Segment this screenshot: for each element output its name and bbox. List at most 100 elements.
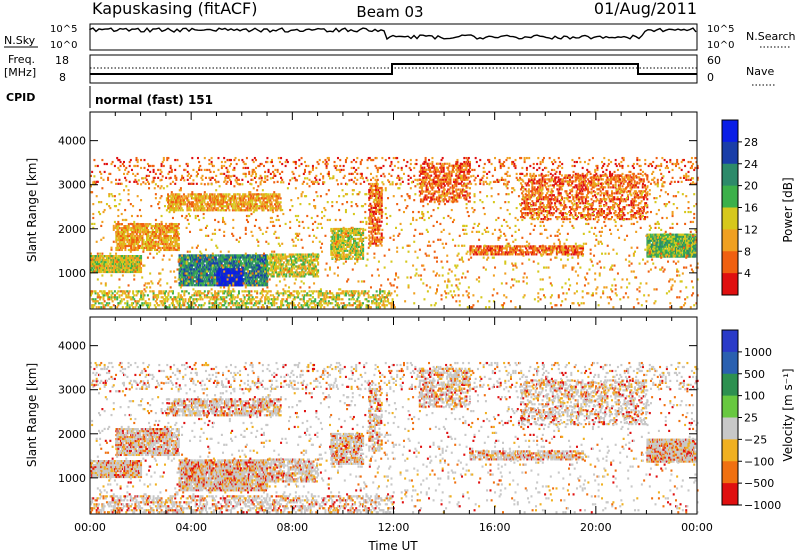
data-cell xyxy=(376,226,379,229)
data-cell xyxy=(592,210,595,213)
data-cell xyxy=(112,262,115,266)
data-cell xyxy=(588,182,591,185)
data-cell xyxy=(373,232,376,235)
nsearch-tick-top: 10^5 xyxy=(707,24,734,35)
data-cell xyxy=(143,227,146,230)
data-cell xyxy=(165,238,168,242)
data-cell xyxy=(147,232,150,236)
data-cell xyxy=(337,233,340,237)
data-cell xyxy=(607,184,610,187)
data-cell xyxy=(219,209,222,212)
data-cell xyxy=(423,166,426,169)
data-cell xyxy=(556,188,559,191)
data-cell xyxy=(531,253,534,256)
data-cell xyxy=(588,217,591,221)
data-cell xyxy=(261,274,264,277)
data-cell xyxy=(547,253,550,256)
data-cell xyxy=(373,236,376,239)
data-cell xyxy=(227,203,230,206)
data-cell xyxy=(224,278,227,281)
data-cell xyxy=(164,248,167,252)
data-cell xyxy=(315,253,318,256)
data-cell xyxy=(271,255,274,258)
data-cell xyxy=(141,240,144,244)
data-cell xyxy=(214,199,217,202)
data-cell xyxy=(331,251,334,254)
data-cell xyxy=(136,262,139,266)
data-cell xyxy=(538,216,541,219)
data-cell xyxy=(338,249,341,252)
data-cell xyxy=(266,264,269,267)
data-cell xyxy=(351,227,354,231)
data-cell xyxy=(566,217,569,221)
data-cell xyxy=(372,210,375,213)
data-cell xyxy=(235,266,238,269)
data-cell xyxy=(217,276,220,279)
data-cell xyxy=(247,272,250,275)
data-cell xyxy=(289,273,292,276)
data-cell xyxy=(248,209,251,212)
data-cell xyxy=(209,276,212,279)
data-cell xyxy=(206,258,209,261)
data-cell xyxy=(183,282,186,285)
data-cell xyxy=(435,170,438,173)
data-cell xyxy=(357,231,360,235)
data-cell xyxy=(226,207,229,210)
data-cell xyxy=(558,180,561,183)
data-cell xyxy=(358,255,361,258)
data-cell xyxy=(231,284,234,287)
data-cell xyxy=(165,248,168,252)
data-cell xyxy=(354,249,357,252)
data-cell xyxy=(564,206,567,209)
data-cell xyxy=(608,217,611,221)
data-cell xyxy=(571,176,574,179)
data-cell xyxy=(219,262,222,265)
data-cell xyxy=(464,194,467,197)
data-cell xyxy=(490,245,493,248)
data-cell xyxy=(541,206,544,209)
data-cell xyxy=(442,164,445,167)
data-cell xyxy=(263,266,266,269)
data-cell xyxy=(611,192,614,195)
data-cell xyxy=(473,251,476,254)
data-cell xyxy=(359,247,362,250)
data-cell xyxy=(521,245,524,248)
data-cell xyxy=(576,245,579,248)
data-cell xyxy=(248,197,251,200)
data-cell xyxy=(300,255,303,258)
data-cell xyxy=(176,199,179,202)
data-cell xyxy=(446,182,449,185)
data-cell xyxy=(370,206,373,209)
data-cell xyxy=(540,190,543,193)
data-cell xyxy=(177,193,180,196)
data-cell xyxy=(197,282,200,285)
data-cell xyxy=(532,210,535,213)
data-cell xyxy=(148,236,151,240)
data-cell xyxy=(187,284,190,287)
data-cell xyxy=(304,267,307,270)
data-cell xyxy=(603,196,606,199)
data-cell xyxy=(332,229,335,233)
data-cell xyxy=(442,170,445,173)
data-cell xyxy=(228,280,231,283)
data-cell xyxy=(130,236,133,240)
data-cell xyxy=(113,260,116,264)
data-cell xyxy=(338,251,341,254)
freq-label: Freq. xyxy=(8,53,35,66)
data-cell xyxy=(290,263,293,266)
data-cell xyxy=(265,278,268,281)
data-cell xyxy=(119,255,122,258)
data-cell xyxy=(123,255,126,258)
data-cell xyxy=(502,247,505,250)
data-cell xyxy=(143,246,146,250)
data-cell xyxy=(257,264,260,267)
data-cell xyxy=(262,197,265,200)
data-cell xyxy=(252,270,255,273)
data-cell xyxy=(141,227,144,230)
data-cell xyxy=(297,267,300,270)
data-cell xyxy=(504,247,507,250)
data-cell xyxy=(247,195,250,198)
data-cell xyxy=(565,206,568,209)
data-cell xyxy=(186,207,189,210)
data-cell xyxy=(351,255,354,258)
